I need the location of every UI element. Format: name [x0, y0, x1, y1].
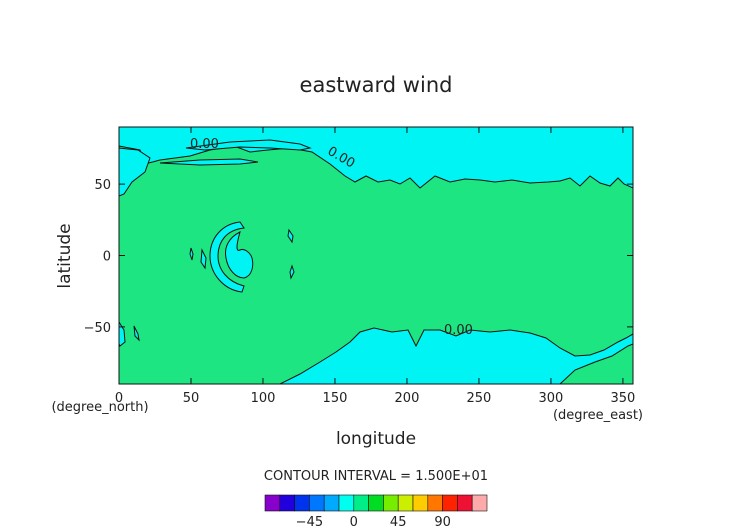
north-streak-2 — [159, 158, 259, 166]
colorbar-tick-label: 45 — [390, 515, 407, 530]
south-east-patch — [559, 343, 633, 384]
x-axis-title: longitude — [336, 429, 416, 449]
south-negative-region — [119, 327, 633, 384]
y-tick-label: 50 — [94, 178, 111, 193]
contour-interval-text: CONTOUR INTERVAL = 1.500E+01 — [264, 469, 488, 484]
y-unit-label: (degree_north) — [51, 400, 148, 415]
south-small-patch — [133, 325, 140, 342]
north-streak — [185, 139, 312, 151]
colorbar-swatch — [383, 494, 399, 512]
x-tick-label: 100 — [251, 391, 276, 406]
north-west-patch — [119, 147, 151, 197]
x-tick-label: 0 — [115, 391, 123, 406]
colorbar-swatch — [309, 494, 325, 512]
equatorial-crescent-inner — [225, 231, 254, 279]
x-tick-label: 300 — [539, 391, 564, 406]
colorbar-tick-label: 0 — [350, 515, 358, 530]
colorbar-swatch — [338, 494, 355, 512]
colorbar-swatch — [368, 494, 384, 512]
south-west-patch — [119, 321, 126, 347]
equatorial-dot-east-2 — [289, 264, 295, 280]
colorbar-swatch — [279, 494, 295, 512]
contour-label-south: 0.00 — [444, 323, 473, 338]
equatorial-crescent-outer — [209, 221, 245, 293]
colorbar-swatch — [442, 494, 458, 512]
y-axis: 50 0 −50 — [84, 178, 633, 336]
colorbar-swatch — [264, 494, 281, 512]
chart-title: eastward wind — [300, 73, 453, 97]
colorbar-swatch — [353, 494, 369, 512]
colorbar-tick-label: 90 — [434, 515, 451, 530]
colorbar-swatch — [457, 494, 473, 512]
colorbar-swatch — [294, 494, 310, 512]
colorbar-swatch — [471, 494, 488, 512]
x-tick-label: 350 — [611, 391, 636, 406]
colorbar-swatch — [427, 494, 443, 512]
colorbar-swatch — [323, 494, 340, 512]
x-tick-label: 200 — [395, 391, 420, 406]
y-axis-title: latitude — [55, 223, 75, 288]
x-tick-label: 250 — [467, 391, 492, 406]
x-tick-label: 150 — [323, 391, 348, 406]
equatorial-dot-west — [189, 247, 194, 261]
x-axis: 0 50 100 150 200 250 300 350 — [115, 127, 635, 406]
contour-label-north-1: 0.00 — [190, 137, 219, 152]
colorbar-swatch — [412, 494, 429, 512]
equatorial-dot-east-1 — [287, 228, 294, 244]
colorbar — [264, 494, 488, 512]
y-tick-label: −50 — [84, 321, 111, 336]
equatorial-sliver — [200, 248, 207, 270]
colorbar-ticks: −45 0 45 90 — [296, 515, 451, 530]
colorbar-tick-label: −45 — [296, 515, 323, 530]
plot-area — [119, 127, 633, 384]
y-tick-label: 0 — [103, 250, 111, 265]
colorbar-swatch — [397, 494, 414, 512]
x-unit-label: (degree_east) — [553, 408, 643, 423]
x-tick-label: 50 — [183, 391, 200, 406]
